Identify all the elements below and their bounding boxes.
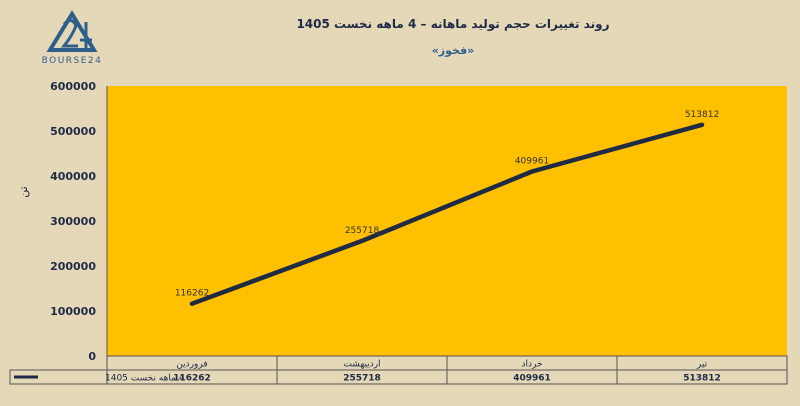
bourse24-logo: BOURSE24 — [42, 10, 103, 66]
data-label: 255718 — [345, 226, 380, 236]
chart-title: روند تغییرات حجم تولید ماهانه – 4 ماهه ن… — [296, 17, 609, 32]
table-value: 409961 — [513, 374, 551, 384]
data-labels: 116262 255718 409961 513812 — [175, 110, 719, 299]
table-value: 513812 — [683, 374, 721, 384]
y-tick-labels: 0 100000 200000 300000 400000 500000 600000 — [50, 80, 96, 363]
data-table: فروردین اردیبهشت خرداد تیر 116262 255718 40996… — [9, 355, 788, 385]
logo-digits-icon — [60, 19, 92, 48]
data-label: 409961 — [515, 157, 549, 167]
data-label: 116262 — [175, 289, 209, 299]
plot-area — [107, 86, 787, 356]
table-value: 255718 — [343, 374, 381, 384]
y-tick-label: 100000 — [50, 305, 96, 318]
legend-label: 4 ماهه نخست 1405 — [105, 374, 185, 384]
y-tick-label: 600000 — [50, 80, 96, 93]
y-tick-label: 400000 — [50, 170, 96, 183]
y-tick-label: 0 — [88, 350, 96, 363]
y-axis-label: تن — [17, 186, 30, 197]
y-tick-label: 200000 — [50, 260, 96, 273]
y-tick-label: 300000 — [50, 215, 96, 228]
category-label: فروردین — [176, 360, 207, 370]
series-line — [189, 122, 705, 306]
data-label: 513812 — [685, 110, 719, 120]
category-label: اردیبهشت — [343, 360, 380, 370]
table-value: 116262 — [173, 374, 211, 384]
category-label: تیر — [696, 360, 708, 370]
logo-triangle-icon — [46, 10, 98, 52]
y-tick-label: 500000 — [50, 125, 96, 138]
chart-subtitle: «فخوز» — [432, 44, 475, 57]
logo-text: BOURSE24 — [42, 56, 103, 66]
category-label: خرداد — [521, 360, 542, 370]
